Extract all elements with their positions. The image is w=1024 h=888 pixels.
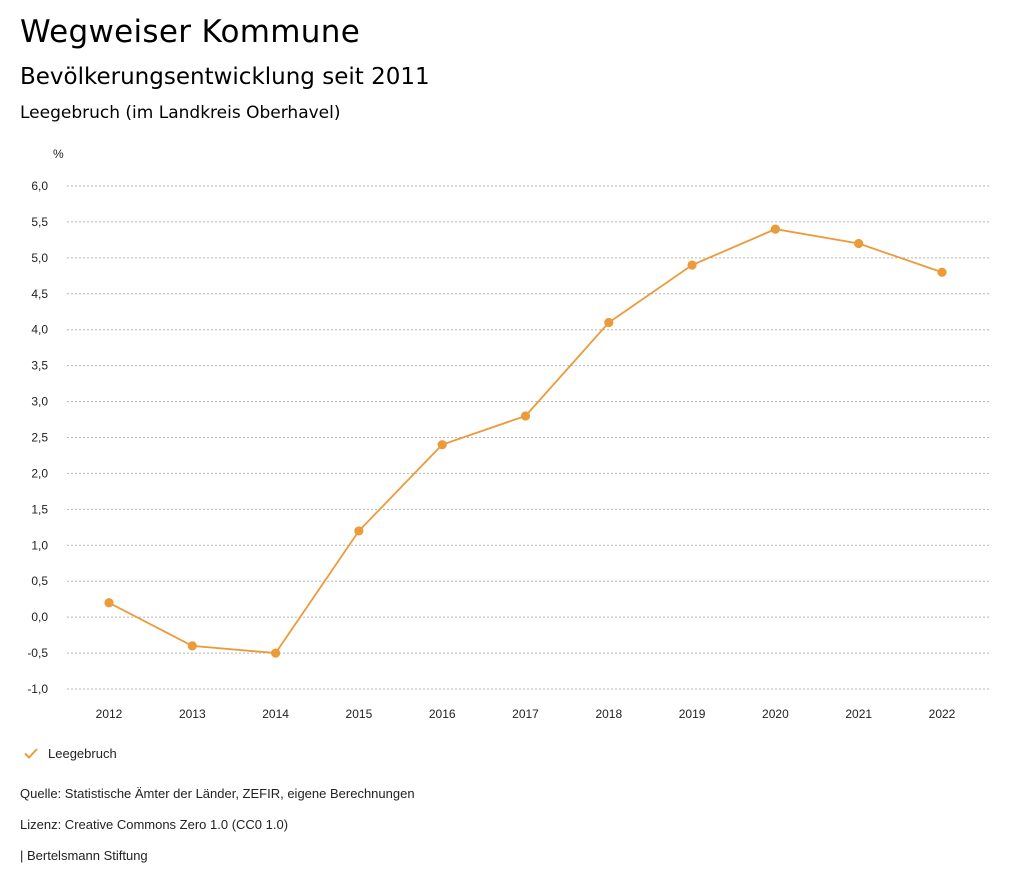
x-tick-label: 2015 <box>346 707 373 721</box>
series-line <box>108 228 943 655</box>
y-tick-label: -0,5 <box>27 646 48 660</box>
license-note: Lizenz: Creative Commons Zero 1.0 (CC0 1… <box>20 817 289 832</box>
check-icon <box>24 748 38 759</box>
grid-layer <box>67 185 990 690</box>
y-tick-label: 2,5 <box>31 431 48 445</box>
data-point[interactable] <box>854 238 864 249</box>
publisher-note[interactable]: | Bertelsmann Stiftung <box>20 848 148 863</box>
x-tick-label: 2022 <box>929 707 956 721</box>
page-title: Wegweiser Kommune <box>20 14 361 50</box>
data-point[interactable] <box>770 224 781 234</box>
y-tick-label: -1,0 <box>27 682 48 696</box>
y-tick-label: 2,0 <box>31 466 48 480</box>
y-tick-label: 1,0 <box>31 538 48 552</box>
legend-item-leegebruch[interactable]: Leegebruch <box>22 744 117 762</box>
y-tick-label: 5,5 <box>31 215 48 229</box>
y-axis: 6,0 5,5 5,0 4,5 4,0 3,5 3,0 2,5 2,0 1,5 1,0 0,5 0,0 -… <box>27 179 48 696</box>
y-unit-label: % <box>53 147 64 161</box>
y-tick-label: 3,5 <box>31 359 48 373</box>
x-tick-label: 2018 <box>595 707 622 721</box>
x-tick-label: 2019 <box>679 707 706 721</box>
y-tick-label: 0,5 <box>31 574 48 588</box>
data-point[interactable] <box>104 598 114 608</box>
y-tick-label: 3,0 <box>31 395 48 409</box>
y-tick-label: 6,0 <box>31 179 48 193</box>
x-tick-label: 2013 <box>179 707 206 721</box>
y-tick-label: 0,0 <box>31 610 48 624</box>
x-axis: 2012 2013 2014 2015 2016 2017 2018 2019 2020 2021… <box>96 707 956 721</box>
data-point[interactable] <box>187 641 197 651</box>
x-tick-label: 2020 <box>762 707 789 721</box>
data-point[interactable] <box>354 526 364 536</box>
data-point[interactable] <box>437 440 447 450</box>
x-tick-label: 2021 <box>845 707 872 721</box>
data-point[interactable] <box>271 648 281 658</box>
y-tick-label: 5,0 <box>31 251 48 265</box>
data-point[interactable] <box>604 317 614 328</box>
y-tick-label: 4,0 <box>31 323 48 337</box>
region-label: Leegebruch (im Landkreis Oberhavel) <box>20 103 341 123</box>
legend-label: Leegebruch <box>48 745 117 761</box>
series-layer <box>104 224 947 658</box>
x-tick-label: 2016 <box>429 707 456 721</box>
y-tick-label: 1,5 <box>31 502 48 516</box>
y-tick-label: 4,5 <box>31 287 48 301</box>
chart-subtitle: Bevölkerungsentwicklung seit 2011 <box>20 64 430 90</box>
data-point[interactable] <box>937 267 947 277</box>
x-tick-label: 2017 <box>512 707 539 721</box>
source-note: Quelle: Statistische Ämter der Länder, Z… <box>20 786 415 801</box>
x-tick-label: 2012 <box>96 707 123 721</box>
line-chart: % 6,0 5,5 5,0 4,5 4,0 3,5 3,0 2,5 2,0 1,5 1,0 0,5 0,… <box>27 147 990 721</box>
data-point[interactable] <box>687 260 697 270</box>
data-point[interactable] <box>520 411 531 421</box>
x-tick-label: 2014 <box>262 707 289 721</box>
